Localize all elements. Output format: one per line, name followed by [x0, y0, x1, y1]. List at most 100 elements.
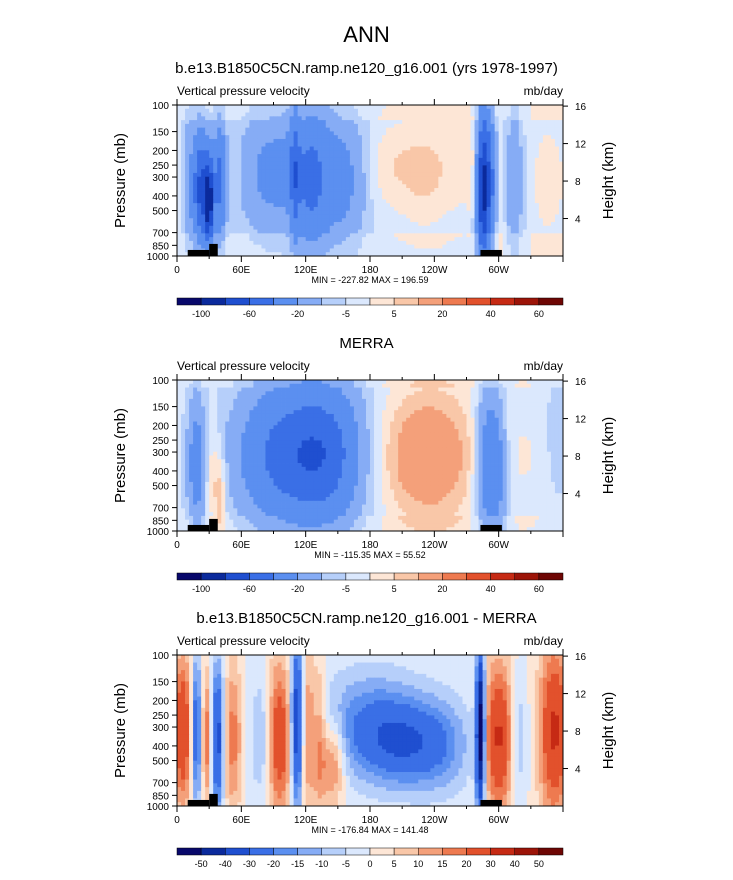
heatmap-cell: [298, 406, 302, 410]
heatmap-cell: [322, 128, 326, 132]
heatmap-cell: [241, 105, 245, 109]
heatmap-cell: [225, 226, 229, 230]
heatmap-cell: [511, 233, 515, 237]
heatmap-cell: [205, 403, 209, 407]
heatmap-cell: [414, 399, 418, 403]
heatmap-cell: [450, 165, 454, 169]
heatmap-cell: [458, 147, 462, 151]
heatmap-cell: [471, 414, 475, 418]
heatmap-cell: [269, 406, 273, 410]
heatmap-cell: [471, 410, 475, 414]
heatmap-cell: [551, 207, 555, 211]
heatmap-cell: [499, 116, 503, 120]
heatmap-cell: [543, 196, 547, 200]
heatmap-cell: [205, 192, 209, 196]
heatmap-cell: [458, 181, 462, 185]
heatmap-cell: [378, 226, 382, 230]
heatmap-cell: [294, 131, 298, 135]
heatmap-cell: [225, 399, 229, 403]
heatmap-cell: [406, 116, 410, 120]
heatmap-cell: [338, 218, 342, 222]
heatmap-cell: [370, 207, 374, 211]
heatmap-cell: [426, 406, 430, 410]
heatmap-cell: [334, 214, 338, 218]
heatmap-cell: [330, 124, 334, 128]
heatmap-cell: [434, 162, 438, 166]
heatmap-cell: [495, 109, 499, 113]
heatmap-cell: [241, 188, 245, 192]
heatmap-cell: [261, 181, 265, 185]
heatmap-cell: [430, 124, 434, 128]
heatmap-cell: [543, 222, 547, 226]
heatmap-cell: [350, 406, 354, 410]
heatmap-cell: [394, 403, 398, 407]
heatmap-cell: [430, 418, 434, 422]
heatmap-cell: [495, 113, 499, 117]
heatmap-cell: [398, 165, 402, 169]
heatmap-cell: [438, 245, 442, 249]
heatmap-cell: [253, 192, 257, 196]
heatmap-cell: [201, 226, 205, 230]
heatmap-cell: [358, 230, 362, 234]
heatmap-cell: [366, 248, 370, 252]
heatmap-cell: [555, 237, 559, 241]
heatmap-cell: [302, 241, 306, 245]
heatmap-cell: [330, 188, 334, 192]
heatmap-cell: [426, 230, 430, 234]
heatmap-cell: [177, 120, 181, 124]
heatmap-cell: [398, 391, 402, 395]
heatmap-cell: [181, 241, 185, 245]
heatmap-cell: [181, 120, 185, 124]
heatmap-cell: [282, 120, 286, 124]
heatmap-cell: [205, 131, 209, 135]
heatmap-cell: [406, 384, 410, 388]
heatmap-cell: [547, 403, 551, 407]
heatmap-cell: [467, 143, 471, 147]
heatmap-cell: [193, 181, 197, 185]
heatmap-cell: [551, 105, 555, 109]
heatmap-cell: [237, 165, 241, 169]
heatmap-cell: [189, 147, 193, 151]
heatmap-cell: [434, 222, 438, 226]
heatmap-cell: [346, 150, 350, 154]
heatmap-cell: [298, 196, 302, 200]
heatmap-cell: [290, 222, 294, 226]
heatmap-cell: [261, 124, 265, 128]
heatmap-cell: [434, 158, 438, 162]
heatmap-cell: [334, 410, 338, 414]
heatmap-cell: [483, 165, 487, 169]
heatmap-cell: [286, 109, 290, 113]
heatmap-cell: [555, 158, 559, 162]
heatmap-cell: [225, 410, 229, 414]
heatmap-cell: [350, 135, 354, 139]
heatmap-cell: [257, 203, 261, 207]
heatmap-cell: [298, 143, 302, 147]
heatmap-cell: [229, 147, 233, 151]
heatmap-cell: [249, 406, 253, 410]
heatmap-cell: [193, 196, 197, 200]
heatmap-cell: [374, 203, 378, 207]
heatmap-cell: [438, 120, 442, 124]
heatmap-cell: [366, 406, 370, 410]
heatmap-cell: [446, 113, 450, 117]
heatmap-cell: [483, 192, 487, 196]
heatmap-cell: [338, 184, 342, 188]
heatmap-cell: [527, 395, 531, 399]
heatmap-cell: [458, 109, 462, 113]
heatmap-cell: [551, 230, 555, 234]
heatmap-cell: [434, 230, 438, 234]
heatmap-cell: [467, 226, 471, 230]
heatmap-cell: [531, 184, 535, 188]
heatmap-cell: [382, 207, 386, 211]
heatmap-cell: [507, 113, 511, 117]
heatmap-cell: [374, 139, 378, 143]
heatmap-cell: [201, 391, 205, 395]
heatmap-cell: [467, 150, 471, 154]
heatmap-cell: [483, 109, 487, 113]
heatmap-cell: [471, 406, 475, 410]
heatmap-cell: [261, 388, 265, 392]
heatmap-cell: [434, 388, 438, 392]
heatmap-cell: [310, 177, 314, 181]
heatmap-cell: [233, 169, 237, 173]
heatmap-cell: [185, 150, 189, 154]
